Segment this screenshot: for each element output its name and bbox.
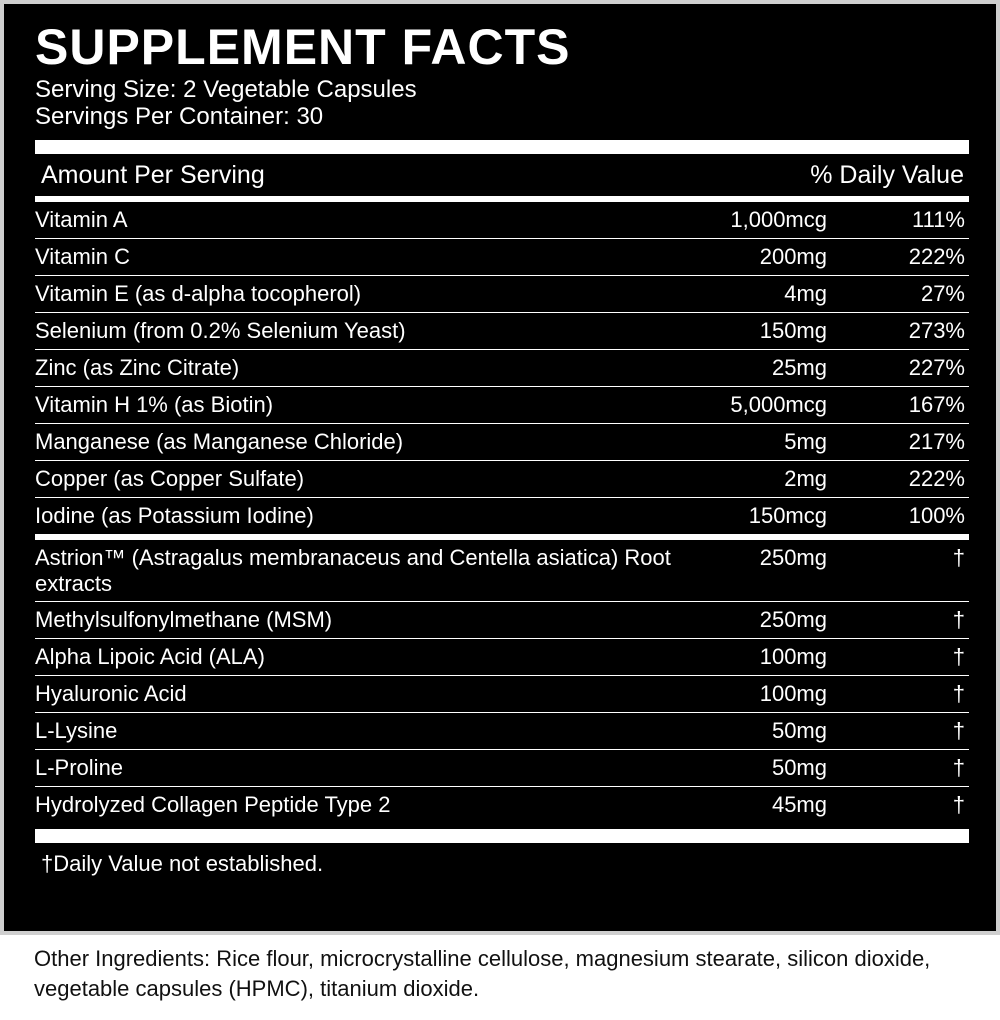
ingredient-daily-value: †	[952, 644, 965, 669]
ingredient-daily-value: 227%	[908, 355, 965, 380]
ingredient-amount: 150mcg	[748, 503, 827, 528]
ingredient-row: Vitamin A 1,000mcg 111%	[35, 202, 969, 239]
ingredient-row: Selenium (from 0.2% Selenium Yeast) 150mg…	[35, 313, 969, 350]
ingredient-daily-value: †	[952, 792, 965, 817]
ingredient-row: Astrion™ (Astragalus membranaceus and Ce…	[35, 540, 969, 602]
ingredient-row: Vitamin H 1% (as Biotin) 5,000mcg 167%	[35, 387, 969, 424]
serving-size: Serving Size: 2 Vegetable Capsules	[35, 76, 417, 103]
ingredient-amount: 250mg	[759, 607, 827, 632]
servings-per-container: Servings Per Container: 30	[35, 103, 324, 130]
other-actives-list: Astrion™ (Astragalus membranaceus and Ce…	[35, 540, 969, 823]
ingredient-amount: 50mg	[771, 718, 827, 743]
ingredient-amount: 5mg	[784, 429, 827, 454]
ingredient-name: Vitamin H 1% (as Biotin)	[35, 392, 274, 417]
ingredient-amount: 1,000mcg	[730, 207, 827, 232]
ingredient-row: Manganese (as Manganese Chloride) 5mg 217%	[35, 424, 969, 461]
ingredient-amount: 25mg	[771, 355, 827, 380]
ingredient-name: Iodine (as Potassium Iodine)	[35, 503, 314, 528]
ingredient-daily-value: 111%	[911, 207, 965, 232]
amount-per-serving-heading: Amount Per Serving	[41, 160, 265, 189]
ingredient-row: Alpha Lipoic Acid (ALA) 100mg †	[35, 639, 969, 676]
ingredient-amount: 2mg	[784, 466, 827, 491]
ingredient-daily-value: 100%	[908, 503, 965, 528]
label-title: SUPPLEMENT FACTS	[35, 19, 571, 75]
ingredient-amount: 45mg	[771, 792, 827, 817]
ingredient-row: Vitamin C 200mg 222%	[35, 239, 969, 276]
ingredient-row: L-Lysine 50mg †	[35, 713, 969, 750]
divider-thick	[35, 140, 969, 154]
daily-value-heading: % Daily Value	[810, 160, 964, 189]
ingredient-amount: 4mg	[784, 281, 827, 306]
ingredient-daily-value: †	[952, 545, 965, 570]
ingredient-daily-value: †	[952, 718, 965, 743]
ingredient-name: Vitamin A	[35, 207, 128, 232]
ingredient-name: L-Proline	[35, 755, 124, 780]
ingredient-name: Vitamin E (as d-alpha tocopherol)	[35, 281, 362, 306]
ingredient-row: L-Proline 50mg †	[35, 750, 969, 787]
ingredient-name: L-Lysine	[35, 718, 118, 743]
ingredient-daily-value: 222%	[908, 466, 965, 491]
ingredient-daily-value: 27%	[920, 281, 965, 306]
ingredient-row: Zinc (as Zinc Citrate) 25mg 227%	[35, 350, 969, 387]
ingredient-amount: 100mg	[759, 644, 827, 669]
ingredient-name: Hyaluronic Acid	[35, 681, 187, 706]
vitamin-list: Vitamin A 1,000mcg 111% Vitamin C 200mg 222% V…	[35, 202, 969, 534]
footnote: †Daily Value not established.	[41, 851, 324, 876]
ingredient-name: Selenium (from 0.2% Selenium Yeast)	[35, 318, 406, 343]
ingredient-amount: 100mg	[759, 681, 827, 706]
ingredient-name: Alpha Lipoic Acid (ALA)	[35, 644, 265, 669]
divider-medium-2	[35, 534, 969, 540]
divider-thick-bottom	[35, 829, 969, 843]
ingredient-amount: 250mg	[759, 545, 827, 570]
column-header: Amount Per Serving % Daily Value	[35, 154, 969, 196]
ingredient-daily-value: †	[952, 681, 965, 706]
ingredient-name: Zinc (as Zinc Citrate)	[35, 355, 240, 380]
ingredient-row: Hydrolyzed Collagen Peptide Type 2 45mg †	[35, 787, 969, 823]
ingredient-daily-value: †	[952, 755, 965, 780]
ingredient-name: Vitamin C	[35, 244, 130, 269]
ingredient-row: Iodine (as Potassium Iodine) 150mcg 100%	[35, 498, 969, 534]
ingredient-row: Hyaluronic Acid 100mg †	[35, 676, 969, 713]
ingredient-row: Copper (as Copper Sulfate) 2mg 222%	[35, 461, 969, 498]
ingredient-amount: 200mg	[759, 244, 827, 269]
other-ingredients: Other Ingredients: Rice flour, microcrys…	[34, 946, 931, 1001]
ingredient-amount: 150mg	[759, 318, 827, 343]
divider-medium	[35, 196, 969, 202]
ingredient-daily-value: †	[952, 607, 965, 632]
ingredient-name: Manganese (as Manganese Chloride)	[35, 429, 404, 454]
ingredient-name: Hydrolyzed Collagen Peptide Type 2	[35, 792, 391, 817]
ingredient-name: Methylsulfonylmethane (MSM)	[35, 607, 333, 632]
ingredient-name: Copper (as Copper Sulfate)	[35, 466, 305, 491]
ingredient-daily-value: 273%	[908, 318, 965, 343]
ingredient-row: Methylsulfonylmethane (MSM) 250mg †	[35, 602, 969, 639]
ingredient-amount: 50mg	[771, 755, 827, 780]
ingredient-daily-value: 167%	[908, 392, 965, 417]
ingredient-amount: 5,000mcg	[730, 392, 827, 417]
supplement-facts-label: SUPPLEMENT FACTS Serving Size: 2 Vegetab…	[4, 4, 996, 931]
facts-panel-border: SUPPLEMENT FACTS Serving Size: 2 Vegetab…	[0, 0, 1000, 935]
ingredient-name: Astrion™ (Astragalus membranaceus and Ce…	[35, 545, 671, 596]
ingredient-daily-value: 217%	[908, 429, 965, 454]
ingredient-daily-value: 222%	[908, 244, 965, 269]
ingredient-row: Vitamin E (as d-alpha tocopherol) 4mg 27%	[35, 276, 969, 313]
